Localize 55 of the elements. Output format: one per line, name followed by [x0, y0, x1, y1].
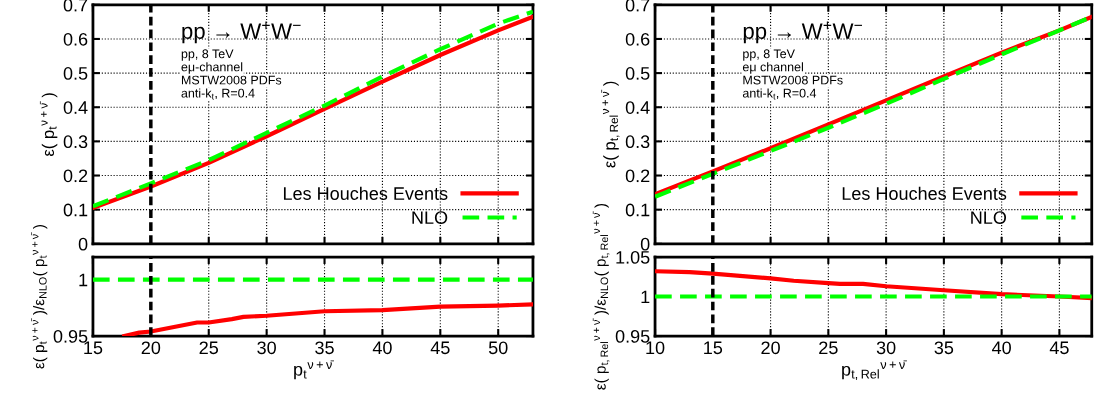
y-tick-label: 1.05 [616, 250, 650, 264]
annotation: eμ channel [742, 62, 803, 74]
y-tick-label: 1 [79, 273, 88, 287]
y-tick-label: 0.2 [63, 169, 88, 183]
annotation: pp, 8 TeV [743, 49, 795, 61]
text: ε( p$_{t}$$^{ν+ν̄}$ )/ε$_{NLO}$( p$_{t}$$^{ν+ν̄}$ ) [31, 225, 48, 369]
annotation: pp, 8 TeV [181, 49, 234, 61]
annotation: anti-k$_{t}$, R=0.4 [181, 88, 255, 100]
y-tick-label: 0.5 [63, 67, 88, 80]
y-tick-label: 0.4 [625, 101, 650, 114]
legend-label: NLO [971, 211, 1007, 224]
annotation: pp → W$^{+}$W$^{−}$ [743, 21, 863, 44]
x-tick-label: 30 [876, 341, 896, 355]
y-tick-label: 0.6 [63, 32, 88, 46]
x-tick-label: 10 [646, 341, 665, 355]
y-tick-label: 0.1 [625, 203, 650, 217]
y-tick-label: 0.4 [63, 101, 88, 114]
y-tick-label: 0 [640, 237, 650, 251]
x-tick-label: 30 [257, 341, 276, 355]
y-tick-label: 0.3 [625, 135, 650, 149]
text: ε( p$_{t,Rel}$$^{ν+ν̄}$ )/ε$_{NLO}$( p$_{t,Rel}$$^{ν+ν̄}$ ) [592, 203, 610, 390]
x-axis-title: p$_{t,Rel}$$^{ν+ν̄}$ [842, 360, 907, 381]
x-tick-label: 20 [761, 341, 780, 355]
x-tick-label: 20 [141, 341, 161, 355]
x-tick-label: 15 [704, 341, 723, 355]
x-tick-label: 45 [1049, 341, 1069, 355]
annotation: MSTW2008 PDFs [181, 75, 282, 85]
y-axis-title: ε( p$_{t}$$^{ν+ν̄}$ ) [39, 93, 58, 157]
y-tick-label: 0.95 [615, 329, 650, 343]
y-tick-label: 1 [641, 290, 650, 304]
x-tick-label: 40 [992, 341, 1011, 355]
x-tick-label: 40 [372, 341, 392, 355]
x-tick-label: 35 [934, 341, 954, 355]
annotation: MSTW2008 PDFs [743, 75, 843, 85]
y-tick-label: 0.95 [53, 329, 88, 343]
x-tick-label: 45 [430, 341, 450, 355]
x-tick-label: 25 [199, 341, 219, 355]
legend-label: Les Houches Events [283, 186, 448, 200]
x-tick-label: 15 [84, 341, 103, 355]
annotation: eμ-channel [181, 62, 243, 74]
legend-label: Les Houches Events [842, 186, 1007, 200]
x-axis-title: p$_{t}$$^{ν+ν̄}$ [294, 360, 334, 380]
legend-label: NLO [412, 211, 448, 224]
y-tick-label: 0 [78, 237, 88, 251]
y-tick-label: 0.1 [63, 203, 88, 217]
y-tick-label: 0.6 [625, 32, 650, 46]
x-tick-label: 50 [488, 341, 508, 355]
x-tick-label: 35 [315, 341, 334, 355]
y-tick-label: 0.2 [625, 169, 650, 183]
y-tick-label: 0.3 [63, 135, 88, 149]
annotation: pp → W$^{+}$W$^{−}$ [182, 21, 301, 44]
annotation: anti-k$_{t}$, R=0.4 [742, 88, 817, 100]
y-tick-label: 0.5 [625, 67, 650, 80]
y-axis-title: ε( p$_{t,Rel}$$^{ν+ν̄}$ ) [601, 81, 620, 168]
x-tick-label: 25 [819, 341, 838, 355]
